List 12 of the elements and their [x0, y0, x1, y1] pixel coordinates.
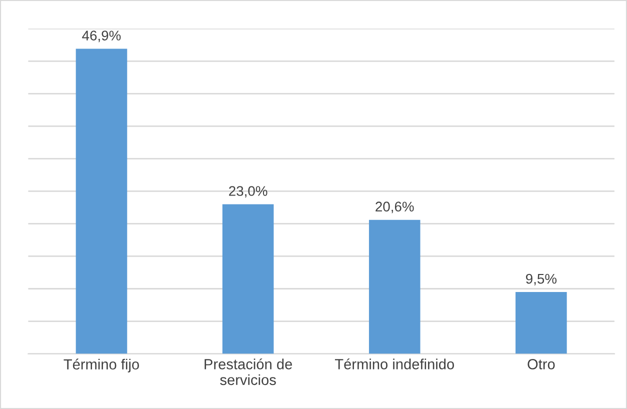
data-label: 23,0%: [229, 186, 268, 198]
x-tick-label: Prestación de servicios: [204, 358, 292, 386]
data-label: 46,9%: [82, 30, 121, 42]
x-tick-label: Otro: [528, 359, 555, 370]
bar: [368, 220, 420, 354]
x-tick-label: Término fijo: [64, 358, 139, 372]
bar: [76, 48, 128, 354]
x-tick-label: Término indefinido: [334, 358, 454, 370]
data-label: 20,6%: [376, 202, 414, 214]
data-label: 9,5%: [526, 274, 557, 286]
bar: [516, 292, 567, 354]
bar: [222, 204, 274, 354]
